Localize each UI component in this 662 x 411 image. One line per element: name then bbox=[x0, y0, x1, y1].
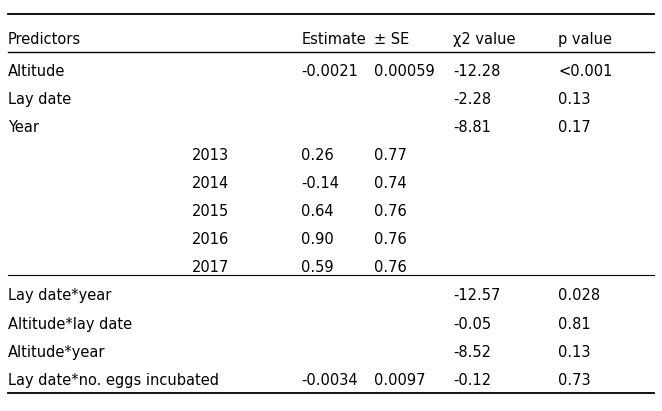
Text: 2015: 2015 bbox=[191, 204, 229, 219]
Text: 0.26: 0.26 bbox=[301, 148, 334, 163]
Text: Altitude: Altitude bbox=[8, 64, 66, 79]
Text: 0.73: 0.73 bbox=[559, 373, 591, 388]
Text: Predictors: Predictors bbox=[8, 32, 81, 47]
Text: 2017: 2017 bbox=[191, 261, 229, 275]
Text: -0.14: -0.14 bbox=[301, 176, 340, 191]
Text: -0.0034: -0.0034 bbox=[301, 373, 358, 388]
Text: Estimate: Estimate bbox=[301, 32, 366, 47]
Text: p value: p value bbox=[559, 32, 612, 47]
Text: -8.52: -8.52 bbox=[453, 344, 491, 360]
Text: -12.57: -12.57 bbox=[453, 289, 500, 303]
Text: 0.13: 0.13 bbox=[559, 92, 591, 107]
Text: 0.76: 0.76 bbox=[374, 232, 406, 247]
Text: 0.81: 0.81 bbox=[559, 316, 591, 332]
Text: -2.28: -2.28 bbox=[453, 92, 491, 107]
Text: ± SE: ± SE bbox=[374, 32, 409, 47]
Text: -0.05: -0.05 bbox=[453, 316, 491, 332]
Text: 0.64: 0.64 bbox=[301, 204, 334, 219]
Text: Lay date*no. eggs incubated: Lay date*no. eggs incubated bbox=[8, 373, 219, 388]
Text: <0.001: <0.001 bbox=[559, 64, 613, 79]
Text: Lay date: Lay date bbox=[8, 92, 71, 107]
Text: 2016: 2016 bbox=[191, 232, 229, 247]
Text: 0.17: 0.17 bbox=[559, 120, 591, 135]
Text: 0.74: 0.74 bbox=[374, 176, 406, 191]
Text: Altitude*year: Altitude*year bbox=[8, 344, 105, 360]
Text: 0.90: 0.90 bbox=[301, 232, 334, 247]
Text: 0.00059: 0.00059 bbox=[374, 64, 434, 79]
Text: Lay date*year: Lay date*year bbox=[8, 289, 111, 303]
Text: Year: Year bbox=[8, 120, 39, 135]
Text: 0.76: 0.76 bbox=[374, 204, 406, 219]
Text: 0.59: 0.59 bbox=[301, 261, 334, 275]
Text: -0.0021: -0.0021 bbox=[301, 64, 358, 79]
Text: 0.13: 0.13 bbox=[559, 344, 591, 360]
Text: Altitude*lay date: Altitude*lay date bbox=[8, 316, 132, 332]
Text: 0.028: 0.028 bbox=[559, 289, 600, 303]
Text: 0.76: 0.76 bbox=[374, 261, 406, 275]
Text: χ2 value: χ2 value bbox=[453, 32, 516, 47]
Text: -0.12: -0.12 bbox=[453, 373, 491, 388]
Text: -12.28: -12.28 bbox=[453, 64, 500, 79]
Text: -8.81: -8.81 bbox=[453, 120, 491, 135]
Text: 2014: 2014 bbox=[191, 176, 229, 191]
Text: 2013: 2013 bbox=[192, 148, 229, 163]
Text: 0.77: 0.77 bbox=[374, 148, 406, 163]
Text: 0.0097: 0.0097 bbox=[374, 373, 426, 388]
